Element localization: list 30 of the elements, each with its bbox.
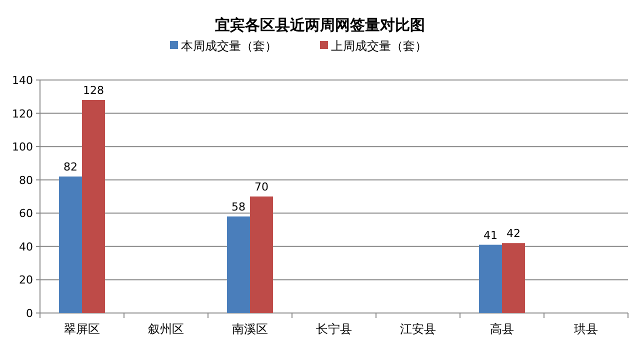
bar (82, 100, 105, 313)
bar (502, 243, 525, 313)
y-tick-label: 100 (12, 140, 33, 154)
y-tick-label: 20 (19, 274, 33, 287)
chart-title: 宜宾各区县近两周网签量对比图 (215, 16, 425, 34)
data-label: 128 (83, 84, 104, 97)
bar (479, 244, 502, 313)
legend-label: 本周成交量（套） (181, 39, 277, 53)
x-tick-label: 珙县 (574, 322, 598, 336)
legend-label: 上周成交量（套） (331, 39, 427, 53)
x-tick-label: 长宁县 (316, 322, 352, 336)
x-tick-label: 叙州区 (148, 322, 184, 336)
y-tick-label: 60 (19, 207, 33, 220)
data-label: 70 (254, 180, 268, 194)
bar (250, 196, 273, 313)
x-tick-label: 江安县 (400, 322, 436, 336)
y-tick-label: 120 (12, 107, 33, 120)
x-tick-label: 南溪区 (232, 322, 268, 336)
data-label: 41 (484, 228, 498, 242)
y-tick-label: 0 (26, 307, 33, 320)
y-tick-label: 40 (19, 240, 33, 254)
y-tick-label: 140 (12, 74, 33, 87)
bar (59, 176, 82, 313)
x-tick-label: 高县 (490, 322, 514, 336)
data-label: 82 (64, 160, 78, 174)
data-label: 42 (506, 227, 520, 240)
y-tick-label: 80 (19, 174, 33, 187)
x-tick-label: 翠屏区 (64, 322, 100, 336)
bar (227, 216, 250, 313)
data-label: 58 (232, 200, 246, 214)
